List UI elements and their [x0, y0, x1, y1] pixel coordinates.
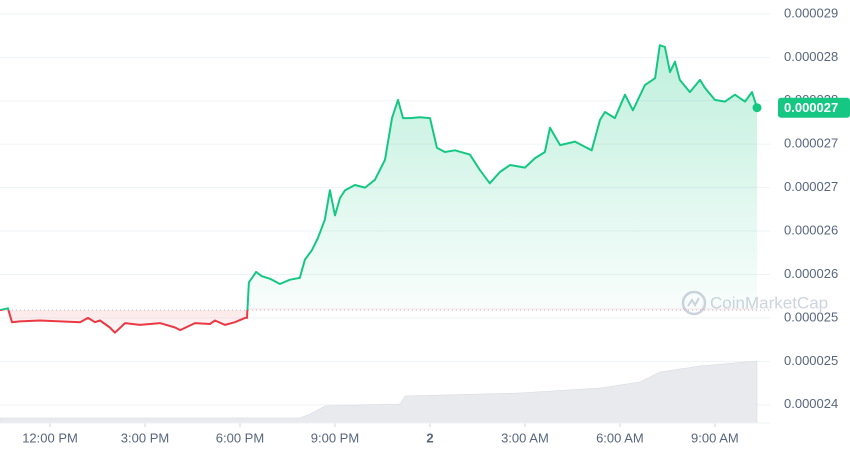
price-area [0, 45, 757, 333]
x-tick-label: 6:00 PM [216, 430, 264, 445]
plot [0, 44, 770, 334]
x-tick-label: 3:00 AM [501, 430, 549, 445]
volume-area [0, 360, 758, 424]
x-tick-label: 6:00 AM [596, 430, 644, 445]
y-tick-label: 0.000027 [784, 136, 838, 151]
y-tick-label: 0.000026 [784, 222, 838, 237]
y-tick-label: 0.000025 [784, 353, 838, 368]
watermark: CoinMarketCap [681, 290, 828, 316]
y-tick-label: 0.000025 [784, 309, 838, 324]
y-tick-label: 0.000029 [784, 5, 838, 20]
y-tick-label: 0.000024 [784, 396, 838, 411]
y-tick-label: 0.000028 [784, 49, 838, 64]
price-badge-label: 0.000027 [784, 100, 838, 115]
price-badge [778, 97, 850, 118]
price-line [0, 44, 758, 334]
x-tick-label: 9:00 AM [691, 430, 739, 445]
x-tick-label: 3:00 PM [121, 430, 169, 445]
watermark-text: CoinMarketCap [710, 293, 828, 312]
y-tick-label: 0.000027 [784, 179, 838, 194]
x-tick-label: 12:00 PM [22, 430, 78, 445]
axes: 0.0000290.0000280.0000280.0000270.000027… [0, 5, 850, 445]
x-tick-label: 9:00 PM [311, 430, 359, 445]
y-tick-label: 0.000026 [784, 266, 838, 281]
x-tick-label: 2 [426, 430, 433, 445]
last-point [752, 103, 762, 113]
